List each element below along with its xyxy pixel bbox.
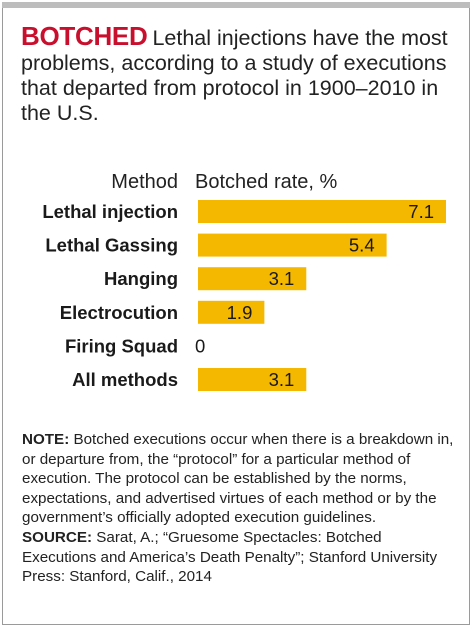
note-paragraph: NOTE: Botched executions occur when ther…	[22, 430, 458, 528]
category-label: All methods	[72, 369, 178, 390]
category-label: Hanging	[104, 268, 178, 289]
note-text: Botched executions occur when there is a…	[22, 431, 454, 527]
value-label: 0	[195, 335, 205, 356]
value-label: 5.4	[349, 235, 375, 256]
source-label: SOURCE:	[22, 528, 93, 546]
bar	[198, 300, 265, 324]
category-label: Lethal injection	[42, 201, 178, 222]
bar	[198, 200, 446, 223]
category-header: Method	[111, 171, 178, 193]
bar	[198, 233, 387, 257]
headline-text: Lethal injections have the most problems…	[21, 26, 448, 125]
value-header: Botched rate, %	[195, 171, 338, 193]
category-label: Firing Squad	[65, 335, 178, 356]
source-text: Sarat, A.; “Gruesome Spectacles: Botched…	[22, 528, 438, 586]
source-paragraph: SOURCE: Sarat, A.; “Gruesome Spectacles:…	[22, 528, 458, 587]
note-label: NOTE:	[22, 431, 70, 448]
headline: BOTCHED Lethal injections have the most p…	[21, 21, 453, 126]
category-label: Lethal Gassing	[45, 235, 178, 256]
value-label: 1.9	[227, 302, 253, 323]
note-block: NOTE: Botched executions occur when ther…	[22, 430, 458, 587]
bar	[198, 368, 307, 391]
bar	[198, 267, 307, 291]
value-label: 3.1	[269, 369, 295, 390]
bar-chart: Method Botched rate, % Lethal injection 7…	[42, 171, 446, 391]
category-label: Electrocution	[60, 302, 178, 323]
headline-kicker: BOTCHED	[21, 21, 148, 51]
top-rule	[2, 2, 470, 8]
value-label: 7.1	[408, 201, 434, 222]
value-label: 3.1	[269, 268, 295, 289]
chart-rows: Lethal injection 7.1 Lethal Gassing 5.4 Hang…	[42, 200, 446, 391]
